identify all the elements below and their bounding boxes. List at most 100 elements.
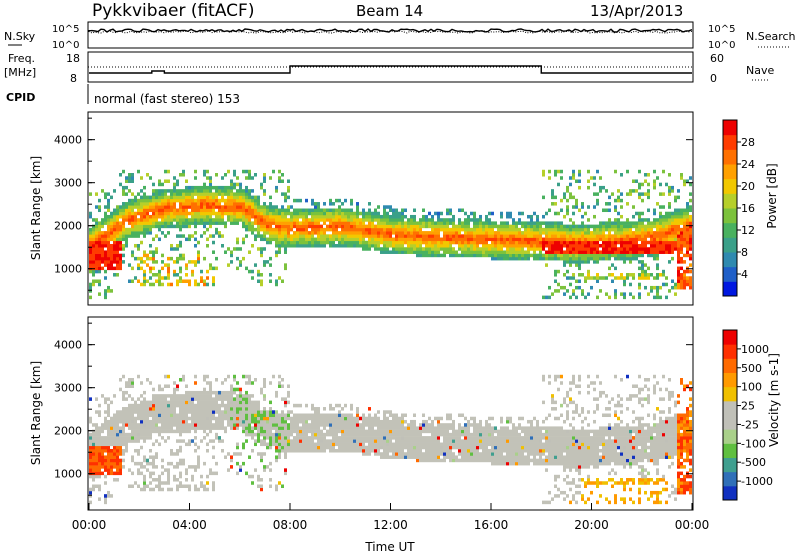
power-cell	[563, 260, 566, 264]
power-cell	[584, 234, 587, 238]
power-cell	[176, 179, 179, 183]
velocity-cell	[122, 448, 125, 453]
velocity-cell	[254, 403, 257, 408]
power-cell	[263, 227, 266, 232]
velocity-cell	[311, 426, 314, 430]
power-cell	[203, 256, 206, 261]
power-cell	[164, 198, 167, 203]
power-cell	[602, 243, 605, 248]
power-cell	[551, 224, 554, 229]
power-cell	[338, 240, 341, 245]
power-cell	[539, 253, 542, 258]
power-cell	[563, 250, 566, 254]
power-cell	[230, 198, 233, 203]
velocity-cell	[257, 439, 260, 443]
power-cell	[608, 195, 611, 200]
power-cell	[575, 231, 578, 235]
power-cell	[377, 227, 380, 232]
power-cell	[356, 237, 359, 242]
velocity-cell	[284, 471, 287, 476]
velocity-cell	[347, 429, 350, 434]
power-cell	[641, 260, 644, 264]
velocity-cell	[212, 423, 215, 427]
velocity-cell	[239, 397, 242, 401]
power-cell	[236, 205, 239, 209]
power-cell	[263, 208, 266, 213]
power-cell	[116, 243, 119, 248]
power-cell	[284, 237, 287, 242]
power-cell	[533, 221, 536, 225]
power-cell	[209, 182, 212, 187]
velocity-cell	[371, 419, 374, 424]
power-cell	[608, 243, 611, 248]
power-cell	[545, 253, 548, 258]
velocity-cell	[356, 432, 359, 437]
power-cell	[623, 237, 626, 242]
power-cell	[503, 240, 506, 245]
power-cell	[107, 202, 110, 206]
power-cell	[167, 195, 170, 200]
velocity-cell	[329, 403, 332, 408]
power-cell	[686, 231, 689, 235]
power-cell	[677, 253, 680, 258]
power-cell	[221, 218, 224, 222]
power-cell	[467, 234, 470, 238]
velocity-cell	[209, 390, 212, 395]
power-cell	[413, 231, 416, 235]
velocity-cell	[383, 445, 386, 450]
power-cell	[224, 221, 227, 225]
velocity-cell	[266, 436, 269, 440]
power-cell	[311, 202, 314, 206]
power-cell	[146, 256, 149, 261]
velocity-cell	[242, 403, 245, 408]
velocity-cell	[176, 394, 179, 398]
power-cell	[284, 224, 287, 229]
power-cell	[653, 295, 656, 300]
power-cell	[194, 198, 197, 203]
power-cell	[311, 198, 314, 203]
power-cell	[677, 269, 680, 274]
velocity-cell	[326, 413, 329, 418]
velocity-cell	[245, 390, 248, 395]
power-cell	[116, 218, 119, 222]
power-cell	[446, 240, 449, 245]
power-cell	[683, 231, 686, 235]
power-cell	[602, 237, 605, 242]
power-cell	[614, 243, 617, 248]
power-cell	[536, 227, 539, 232]
power-cell	[674, 224, 677, 229]
velocity-cell	[188, 429, 191, 434]
power-cell	[146, 173, 149, 177]
velocity-cell	[278, 432, 281, 437]
power-cell	[575, 198, 578, 203]
velocity-cell	[263, 439, 266, 443]
power-cell	[206, 198, 209, 203]
power-cell	[377, 240, 380, 245]
power-cell	[128, 211, 131, 216]
power-cell	[668, 231, 671, 235]
power-cell	[545, 221, 548, 225]
power-cell	[98, 250, 101, 254]
power-cell	[668, 205, 671, 209]
power-cell	[554, 169, 557, 174]
power-cell	[419, 250, 422, 254]
power-cell	[560, 227, 563, 232]
velocity-cell	[236, 461, 239, 466]
power-cell	[677, 214, 680, 219]
velocity-cell	[257, 400, 260, 405]
power-cell	[635, 211, 638, 216]
velocity-cell	[338, 429, 341, 434]
velocity-cell	[395, 448, 398, 453]
power-cell	[590, 253, 593, 258]
power-cell	[245, 221, 248, 225]
velocity-cell	[134, 432, 137, 437]
power-cell	[509, 214, 512, 219]
velocity-cell	[275, 436, 278, 440]
power-cell	[521, 221, 524, 225]
power-cell	[389, 214, 392, 219]
power-cell	[104, 276, 107, 280]
power-cell	[383, 208, 386, 213]
velocity-cell	[341, 423, 344, 427]
power-cell	[686, 243, 689, 248]
power-cell	[143, 250, 146, 254]
